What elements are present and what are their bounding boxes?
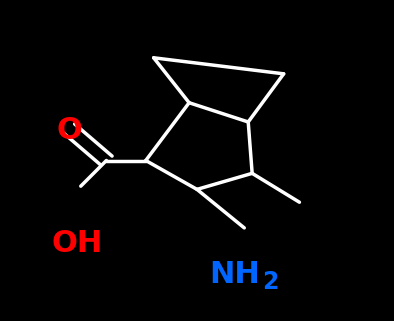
- Text: 2: 2: [262, 271, 279, 294]
- Text: O: O: [56, 116, 82, 144]
- Text: NH: NH: [209, 260, 260, 289]
- Text: OH: OH: [51, 230, 102, 258]
